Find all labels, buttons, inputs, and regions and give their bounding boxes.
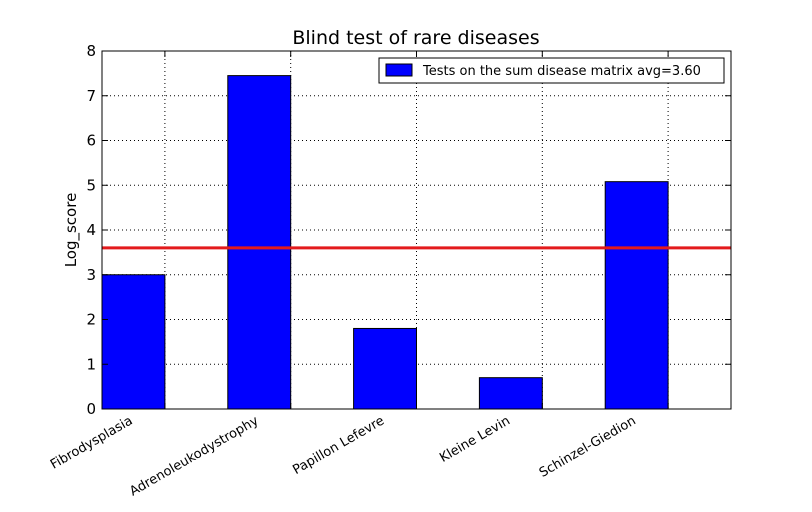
y-tick-label: 7	[86, 87, 96, 105]
y-tick-label: 8	[86, 42, 96, 60]
legend: Tests on the sum disease matrix avg=3.60	[378, 57, 725, 84]
legend-swatch	[385, 63, 413, 77]
category-label: Fibrodysplasia	[48, 413, 135, 472]
y-tick-label: 4	[86, 221, 96, 239]
category-label: Papillon Lefevre	[290, 413, 387, 477]
y-tick-label: 1	[86, 355, 96, 373]
legend-box	[378, 57, 725, 84]
bar	[227, 75, 292, 410]
bar	[101, 274, 166, 410]
chart-title: Blind test of rare diseases	[292, 27, 539, 49]
y-tick-label: 5	[86, 176, 96, 194]
y-axis-label: Log_score	[62, 193, 81, 268]
y-tick-label: 6	[86, 132, 96, 150]
category-label: Adrenoleukodystrophy	[127, 413, 261, 499]
legend-label: Tests on the sum disease matrix avg=3.60	[422, 64, 701, 79]
y-tick-label: 3	[86, 266, 96, 284]
bar	[353, 327, 418, 410]
y-tick-label: 2	[86, 311, 96, 329]
bars	[101, 75, 669, 410]
category-label: Kleine Levin	[437, 413, 513, 465]
bar	[604, 181, 669, 410]
bar	[478, 377, 543, 410]
category-label: Schinzel-Giedion	[537, 413, 639, 480]
y-tick-label: 0	[86, 400, 96, 418]
